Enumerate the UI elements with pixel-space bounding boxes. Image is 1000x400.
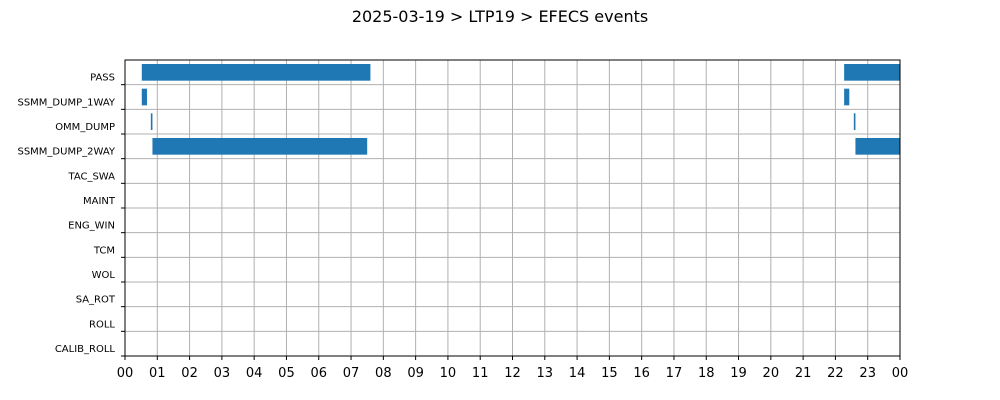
plot-frame	[124, 59, 901, 357]
x-tick-label: 03	[214, 366, 231, 381]
x-tick-label: 22	[827, 366, 844, 381]
y-tick-label: CALIB_ROLL	[55, 344, 116, 355]
y-tick-label: SA_ROT	[76, 295, 116, 306]
x-tick-label: 13	[537, 366, 554, 381]
x-tick-label: 18	[698, 366, 715, 381]
x-tick-label: 08	[375, 366, 392, 381]
x-tick-label: 11	[472, 366, 489, 381]
x-tick-label: 06	[310, 366, 327, 381]
event-bar-ssmm-dump-1way	[844, 88, 850, 106]
event-bar-ssmm-dump-1way	[141, 88, 147, 106]
y-tick-label: ROLL	[89, 319, 115, 330]
y-axis: PASS SSMM_DUMP_1WAY OMM_DUMP SSMM_DUMP_2WAY…	[17, 73, 125, 357]
y-tick-label: WOL	[92, 270, 116, 281]
event-bar-ssmm-dump-2way	[855, 138, 900, 155]
y-tick-label: PASS	[90, 73, 115, 84]
x-axis: 00 01 02 03 04 05 06 07 08 09 10 11 12 13 14 15 16 17 18 19…	[117, 356, 909, 381]
event-bar-omm-dump	[853, 113, 856, 130]
y-tick-label: TAC_SWA	[67, 171, 115, 182]
x-tick-label: 19	[730, 366, 747, 381]
x-tick-label: 12	[504, 366, 521, 381]
grid	[124, 60, 901, 356]
x-tick-label: 00	[117, 366, 134, 381]
x-tick-label: 02	[181, 366, 198, 381]
y-tick-label: MAINT	[83, 196, 116, 207]
y-tick-label: ENG_WIN	[68, 221, 115, 232]
x-tick-label: 21	[795, 366, 812, 381]
y-tick-label: OMM_DUMP	[55, 122, 115, 133]
event-bar-pass	[844, 64, 900, 81]
x-tick-label: 01	[149, 366, 166, 381]
x-tick-label: 05	[278, 366, 295, 381]
x-tick-label: 16	[633, 366, 650, 381]
x-tick-label: 15	[601, 366, 618, 381]
y-tick-label: SSMM_DUMP_2WAY	[17, 147, 115, 158]
event-bar-omm-dump	[150, 113, 153, 130]
x-tick-label: 04	[246, 366, 263, 381]
x-tick-label: 20	[763, 366, 780, 381]
x-tick-label: 17	[666, 366, 683, 381]
x-tick-label: 10	[440, 366, 457, 381]
x-tick-label: 00	[892, 366, 909, 381]
x-tick-label: 07	[343, 366, 360, 381]
chart-title: 2025-03-19 > LTP19 > EFECS events	[352, 7, 648, 26]
x-tick-label: 23	[859, 366, 876, 381]
event-bars	[141, 64, 900, 155]
event-bar-ssmm-dump-2way	[152, 138, 368, 155]
event-bar-pass	[141, 64, 371, 81]
x-tick-label: 09	[407, 366, 424, 381]
x-tick-label: 14	[569, 366, 586, 381]
y-tick-label: TCM	[93, 245, 115, 256]
y-tick-label: SSMM_DUMP_1WAY	[17, 97, 115, 108]
